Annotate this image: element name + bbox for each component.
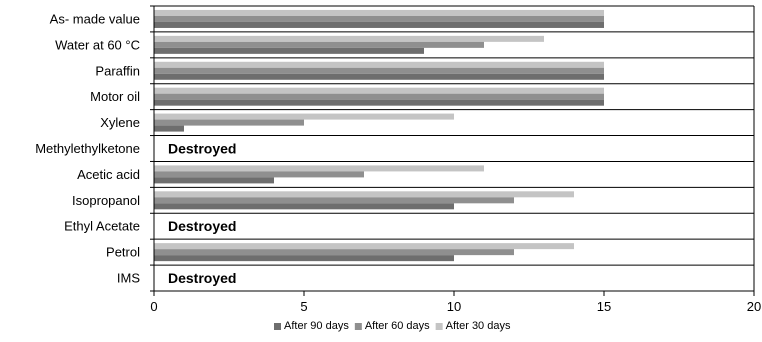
bar-after-90-days: [154, 125, 184, 132]
legend-entry: After 30 days: [435, 320, 511, 332]
bar-after-90-days: [154, 21, 604, 28]
bar-after-60-days: [154, 41, 484, 48]
legend-entry: After 90 days: [274, 320, 349, 332]
x-tick-label: 15: [597, 299, 611, 314]
bar-after-30-days: [154, 191, 574, 198]
category-label: Water at 60 °C: [55, 37, 140, 52]
legend-entry: After 60 days: [354, 320, 430, 332]
bar-after-30-days: [154, 243, 574, 250]
x-tick-label: 5: [300, 299, 307, 314]
bar-after-60-days: [154, 93, 604, 100]
legend-label: After 90 days: [284, 320, 349, 332]
category-label: Methylethylketone: [35, 141, 140, 156]
bar-after-30-days: [154, 61, 604, 68]
legend-label: After 60 days: [365, 320, 430, 332]
destroyed-annotation: Destroyed: [168, 218, 236, 234]
bar-after-60-days: [154, 171, 364, 178]
category-label: Isopropanol: [72, 193, 140, 208]
bar-after-90-days: [154, 99, 604, 106]
bar-after-30-days: [154, 165, 484, 172]
bar-after-90-days: [154, 255, 454, 262]
x-tick-label: 20: [747, 299, 761, 314]
bar-after-90-days: [154, 177, 274, 184]
bar-after-90-days: [154, 203, 454, 210]
x-tick-labels: 0 5 10 15 20: [150, 299, 761, 314]
destroyed-annotation: Destroyed: [168, 270, 236, 286]
bars: [154, 9, 604, 262]
category-label: Xylene: [100, 115, 140, 130]
bar-after-30-days: [154, 9, 604, 16]
legend-label: After 30 days: [446, 320, 511, 332]
bar-after-30-days: [154, 35, 544, 42]
bar-after-30-days: [154, 87, 604, 94]
x-tick-label: 0: [150, 299, 157, 314]
bar-after-60-days: [154, 15, 604, 22]
category-label: Acetic acid: [77, 167, 140, 182]
category-label: As- made value: [50, 11, 140, 26]
bar-after-60-days: [154, 197, 514, 204]
category-label: Ethyl Acetate: [64, 219, 140, 234]
legend: After 90 days After 60 days After 30 days: [274, 320, 511, 332]
category-labels: As- made value Water at 60 °C Paraffin Moto…: [35, 11, 140, 285]
bar-after-90-days: [154, 73, 604, 80]
axes: [150, 5, 755, 296]
category-label: Paraffin: [95, 63, 140, 78]
destroyed-annotation: Destroyed: [168, 141, 236, 157]
category-label: Motor oil: [90, 89, 140, 104]
category-label: Petrol: [106, 245, 140, 260]
legend-swatch: [274, 323, 281, 330]
bar-after-60-days: [154, 67, 604, 74]
bar-after-60-days: [154, 249, 514, 256]
bar-after-30-days: [154, 113, 454, 120]
legend-swatch: [354, 323, 362, 330]
annotations: Destroyed Destroyed Destroyed: [168, 141, 236, 287]
x-tick-label: 10: [447, 299, 461, 314]
category-label: IMS: [117, 271, 140, 286]
legend-swatch: [435, 323, 443, 330]
bar-after-90-days: [154, 47, 424, 54]
bar-after-60-days: [154, 119, 304, 126]
